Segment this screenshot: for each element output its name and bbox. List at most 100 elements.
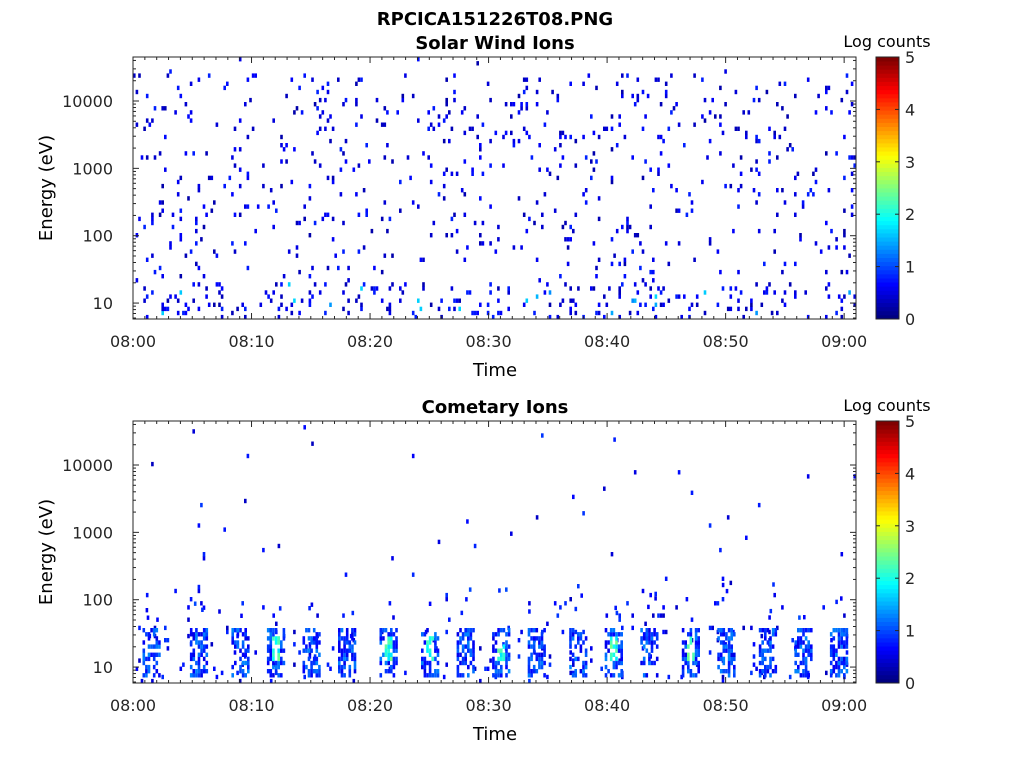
heatmap-cell (373, 265, 376, 271)
heatmap-cell (571, 632, 575, 637)
heatmap-cell (313, 654, 317, 659)
heatmap-cell (326, 89, 330, 95)
heatmap-cell (254, 73, 257, 78)
heatmap-cell (574, 629, 578, 635)
heatmap-cell (662, 613, 665, 618)
colorbar-segment (876, 588, 899, 594)
heatmap-cell (344, 572, 348, 577)
heatmap-cell (595, 310, 598, 316)
heatmap-cell (764, 656, 767, 662)
heatmap-cell (681, 664, 685, 670)
heatmap-cell (538, 640, 541, 645)
heatmap-cell (729, 294, 733, 299)
heatmap-cell (610, 175, 614, 181)
x-axis-label: Time (472, 360, 517, 381)
heatmap-cell (809, 188, 813, 193)
heatmap-cell (801, 204, 805, 209)
heatmap-cell (832, 644, 836, 649)
heatmap-cell (428, 601, 432, 606)
heatmap-cell (147, 632, 151, 637)
heatmap-cell (711, 625, 714, 631)
heatmap-cell (343, 673, 346, 678)
heatmap-cell (153, 106, 157, 111)
heatmap-cell (145, 314, 149, 320)
heatmap-cell (739, 171, 743, 176)
heatmap-cell (613, 253, 616, 258)
heatmap-cell (776, 625, 779, 631)
heatmap-cell (340, 652, 344, 657)
heatmap-cell (300, 298, 304, 303)
heatmap-cell (667, 674, 671, 680)
heatmap-cell (316, 130, 319, 136)
heatmap-cell (569, 81, 572, 86)
heatmap-cell (390, 669, 393, 674)
heatmap-cell (192, 636, 196, 641)
heatmap-cell (505, 656, 508, 662)
heatmap-cell (161, 274, 164, 279)
heatmap-cell (706, 155, 709, 160)
heatmap-cell (771, 628, 775, 633)
heatmap-cell (837, 628, 841, 633)
heatmap-cell (189, 110, 193, 115)
heatmap-cell (525, 106, 529, 111)
heatmap-cell (202, 656, 206, 662)
heatmap-cell (152, 652, 156, 657)
heatmap-cell (569, 628, 572, 633)
heatmap-cell (783, 290, 787, 295)
heatmap-cell (223, 183, 226, 189)
heatmap-cell (267, 294, 270, 299)
heatmap-cell (197, 652, 201, 657)
heatmap-cell (502, 652, 506, 657)
heatmap-cell (773, 130, 776, 136)
heatmap-cell (773, 592, 776, 598)
heatmap-cell (769, 636, 772, 641)
heatmap-cell (236, 644, 240, 649)
heatmap-cell (592, 151, 596, 156)
heatmap-cell (275, 282, 278, 287)
heatmap-cell (340, 628, 344, 633)
heatmap-cell (770, 310, 774, 316)
heatmap-cell (517, 110, 521, 115)
heatmap-cell (640, 636, 643, 641)
heatmap-cell (231, 310, 234, 316)
heatmap-cell (379, 673, 383, 678)
heatmap-cell (205, 212, 208, 217)
heatmap-cell (272, 636, 275, 641)
heatmap-cell (721, 576, 725, 581)
heatmap-cell (218, 302, 221, 307)
heatmap-cell (464, 656, 467, 662)
heatmap-cell (463, 159, 467, 164)
colorbar-segment (876, 65, 899, 70)
heatmap-cell (722, 644, 726, 649)
heatmap-cell (448, 306, 451, 312)
heatmap-cell (303, 216, 306, 222)
heatmap-cell (776, 310, 779, 316)
heatmap-cell (590, 114, 593, 119)
heatmap-cell (195, 228, 198, 234)
heatmap-cell (193, 601, 197, 606)
heatmap-cell (220, 670, 224, 676)
heatmap-cell (512, 245, 516, 250)
heatmap-cell (406, 155, 410, 160)
heatmap-cell (226, 629, 229, 635)
heatmap-cell (652, 188, 655, 193)
heatmap-cell (492, 648, 495, 653)
heatmap-cell (445, 662, 448, 667)
heatmap-cell (644, 114, 647, 119)
heatmap-cell (577, 584, 580, 589)
heatmap-cell (835, 151, 838, 156)
heatmap-cell (734, 89, 738, 95)
heatmap-cell (692, 660, 695, 666)
heatmap-cell (840, 669, 843, 674)
heatmap-cell (540, 640, 544, 645)
heatmap-cell (399, 179, 402, 185)
heatmap-cell (179, 290, 183, 295)
heatmap-cell (603, 486, 606, 491)
heatmap-cell (802, 640, 805, 645)
heatmap-cell (464, 632, 467, 637)
heatmap-cell (348, 664, 352, 670)
heatmap-cell (360, 114, 363, 119)
heatmap-cell (310, 660, 313, 666)
x-tick-label: 08:10 (228, 696, 274, 715)
colorbar-segment (876, 310, 899, 316)
